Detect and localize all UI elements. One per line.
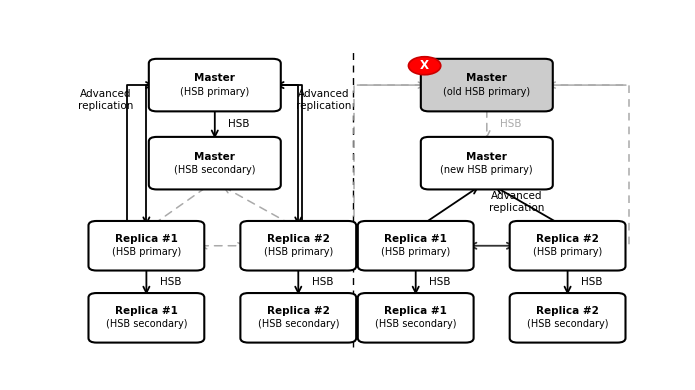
- Text: Advanced
replication: Advanced replication: [78, 89, 133, 111]
- FancyBboxPatch shape: [358, 221, 473, 271]
- Text: Advanced
replication: Advanced replication: [489, 191, 544, 213]
- FancyBboxPatch shape: [240, 293, 357, 342]
- Text: Replica #2: Replica #2: [536, 306, 599, 316]
- FancyBboxPatch shape: [509, 293, 626, 342]
- Text: Replica #1: Replica #1: [384, 234, 447, 244]
- Text: HSB: HSB: [312, 277, 333, 287]
- Text: Master: Master: [195, 152, 235, 161]
- Text: HSB: HSB: [228, 119, 250, 129]
- Text: HSB: HSB: [430, 277, 450, 287]
- FancyBboxPatch shape: [240, 221, 357, 271]
- Text: HSB: HSB: [581, 277, 603, 287]
- Text: (HSB secondary): (HSB secondary): [527, 319, 608, 330]
- Text: Replica #1: Replica #1: [115, 306, 178, 316]
- Text: (HSB primary): (HSB primary): [263, 247, 333, 257]
- Text: Master: Master: [466, 152, 507, 161]
- Text: HSB: HSB: [500, 119, 522, 129]
- Text: X: X: [420, 59, 429, 72]
- Text: (HSB primary): (HSB primary): [112, 247, 181, 257]
- Text: Replica #2: Replica #2: [267, 306, 329, 316]
- Text: (HSB secondary): (HSB secondary): [375, 319, 457, 330]
- FancyBboxPatch shape: [149, 59, 281, 112]
- FancyBboxPatch shape: [421, 59, 553, 112]
- Text: Master: Master: [195, 73, 235, 83]
- FancyBboxPatch shape: [88, 221, 204, 271]
- Circle shape: [409, 57, 441, 75]
- Text: (HSB primary): (HSB primary): [533, 247, 603, 257]
- FancyBboxPatch shape: [421, 137, 553, 190]
- Text: Replica #2: Replica #2: [536, 234, 599, 244]
- Text: Replica #2: Replica #2: [267, 234, 329, 244]
- FancyBboxPatch shape: [358, 293, 473, 342]
- Text: (HSB secondary): (HSB secondary): [106, 319, 187, 330]
- Text: HSB: HSB: [160, 277, 181, 287]
- FancyBboxPatch shape: [149, 137, 281, 190]
- Text: (new HSB primary): (new HSB primary): [441, 165, 533, 175]
- Text: Replica #1: Replica #1: [384, 306, 447, 316]
- FancyBboxPatch shape: [509, 221, 626, 271]
- Text: (HSB primary): (HSB primary): [381, 247, 450, 257]
- FancyBboxPatch shape: [88, 293, 204, 342]
- Text: Replica #1: Replica #1: [115, 234, 178, 244]
- Text: (HSB secondary): (HSB secondary): [174, 165, 256, 175]
- Text: (HSB primary): (HSB primary): [180, 87, 250, 97]
- Text: (old HSB primary): (old HSB primary): [443, 87, 530, 97]
- Text: Master: Master: [466, 73, 507, 83]
- Text: (HSB secondary): (HSB secondary): [258, 319, 339, 330]
- Text: Advanced
replication: Advanced replication: [296, 89, 352, 111]
